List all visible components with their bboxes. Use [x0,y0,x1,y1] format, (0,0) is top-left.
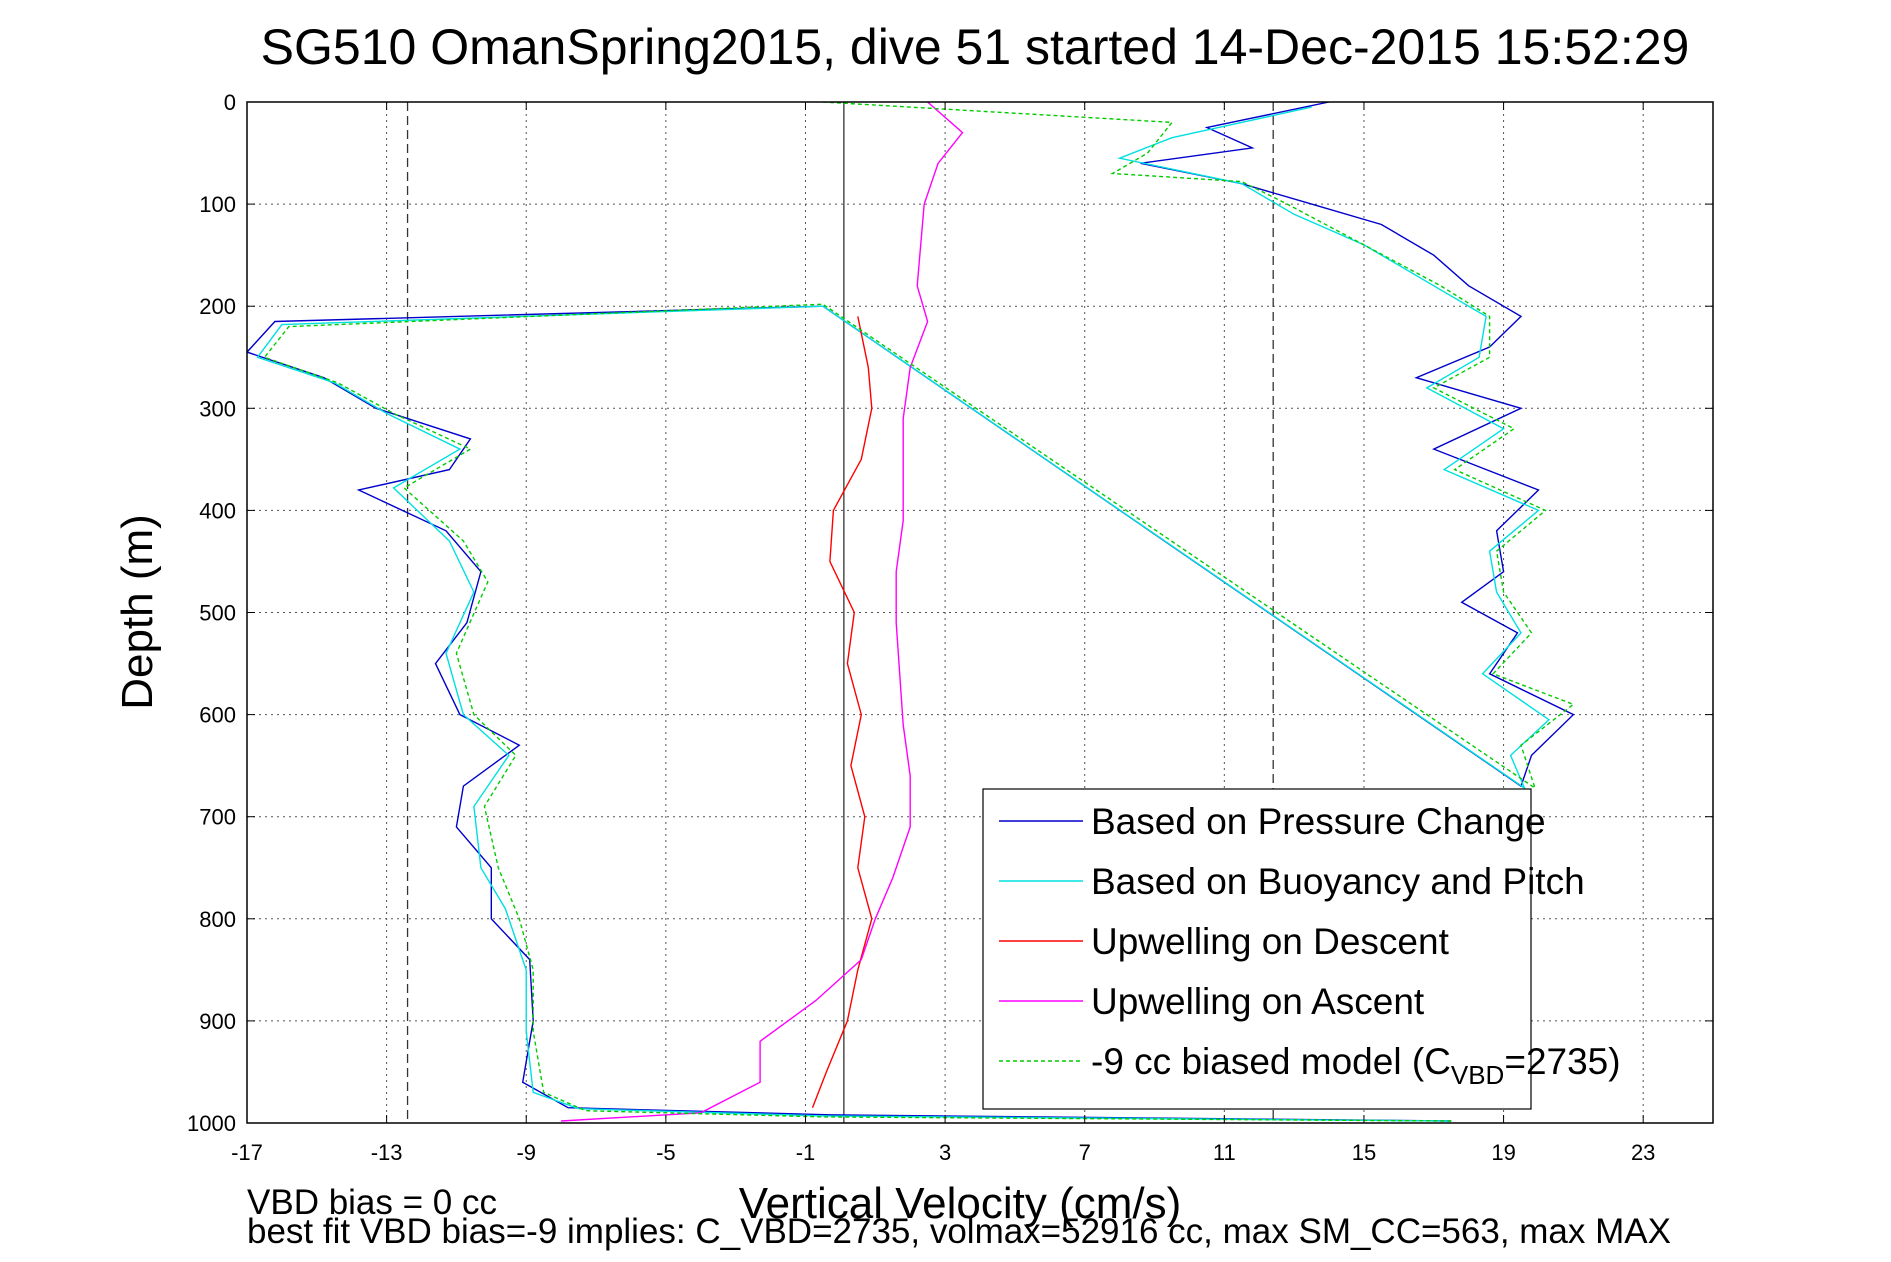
x-tick-label: 15 [1352,1140,1376,1165]
legend-entry-suffix: =2735) [1504,1041,1620,1082]
x-tick-label: 11 [1213,1140,1236,1165]
x-tick-label: 3 [939,1140,951,1165]
y-tick-label: 200 [199,294,236,319]
x-tick-label: 19 [1491,1140,1515,1165]
legend-entry: Upwelling on Ascent [1091,981,1425,1022]
series-line-2 [811,316,873,1108]
series-line-4 [263,102,1575,1122]
y-tick-label: 600 [199,703,236,728]
legend-entry-label: Based on Pressure Change [1091,801,1546,842]
y-tick-label: 700 [199,805,236,830]
x-tick-label: -9 [516,1140,536,1165]
y-axis-ticks: 0 100 200 300 400 500 600 700 800 900 1000 [187,90,1713,1136]
legend-entry-label: Upwelling on Ascent [1091,981,1425,1022]
legend-entry-label: -9 cc biased model (C [1091,1041,1451,1082]
y-tick-label: 0 [224,90,236,115]
x-axis-label: Vertical Velocity (cm/s) [739,1179,1182,1228]
y-tick-label: 500 [199,601,236,626]
vbd-bias-note: VBD bias = 0 cc [247,1183,497,1222]
y-tick-label: 100 [199,192,236,217]
best-fit-note: best fit VBD bias=-9 implies: C_VBD=2735… [247,1212,1671,1251]
legend-entry-subscript: VBD [1451,1060,1504,1090]
y-tick-label: 400 [199,498,236,523]
legend-entry-label: Based on Buoyancy and Pitch [1091,861,1585,902]
legend-entry: -9 cc biased model (CVBD=2735) [1091,1041,1621,1090]
legend-entry: Based on Buoyancy and Pitch [1091,861,1585,902]
x-axis-ticks: -17 -13 -9 -5 -1 3 7 11 15 19 23 [231,102,1655,1165]
y-tick-label: 1000 [187,1111,236,1136]
y-tick-label: 900 [199,1009,236,1034]
legend-entry-label: Upwelling on Descent [1091,921,1450,962]
series-group [247,102,1575,1122]
x-tick-label: -1 [796,1140,816,1165]
chart-title: SG510 OmanSpring2015, dive 51 started 14… [261,19,1690,75]
x-tick-label: -17 [231,1140,263,1165]
x-tick-label: 7 [1079,1140,1091,1165]
y-tick-label: 300 [199,396,236,421]
reference-lines [406,102,1274,1123]
x-tick-label: -5 [656,1140,676,1165]
legend-entry: Upwelling on Descent [1091,921,1450,962]
y-tick-label: 800 [199,907,236,932]
x-tick-label: 23 [1631,1140,1655,1165]
series-line-1 [256,106,1551,1122]
x-tick-label: -13 [371,1140,403,1165]
series-line-3 [561,102,964,1122]
legend-box [982,788,1532,1110]
legend: Based on Pressure Change Based on Buoyanc… [982,788,1621,1110]
legend-entry: Based on Pressure Change [1091,801,1546,842]
y-axis-label: Depth (m) [113,514,162,710]
